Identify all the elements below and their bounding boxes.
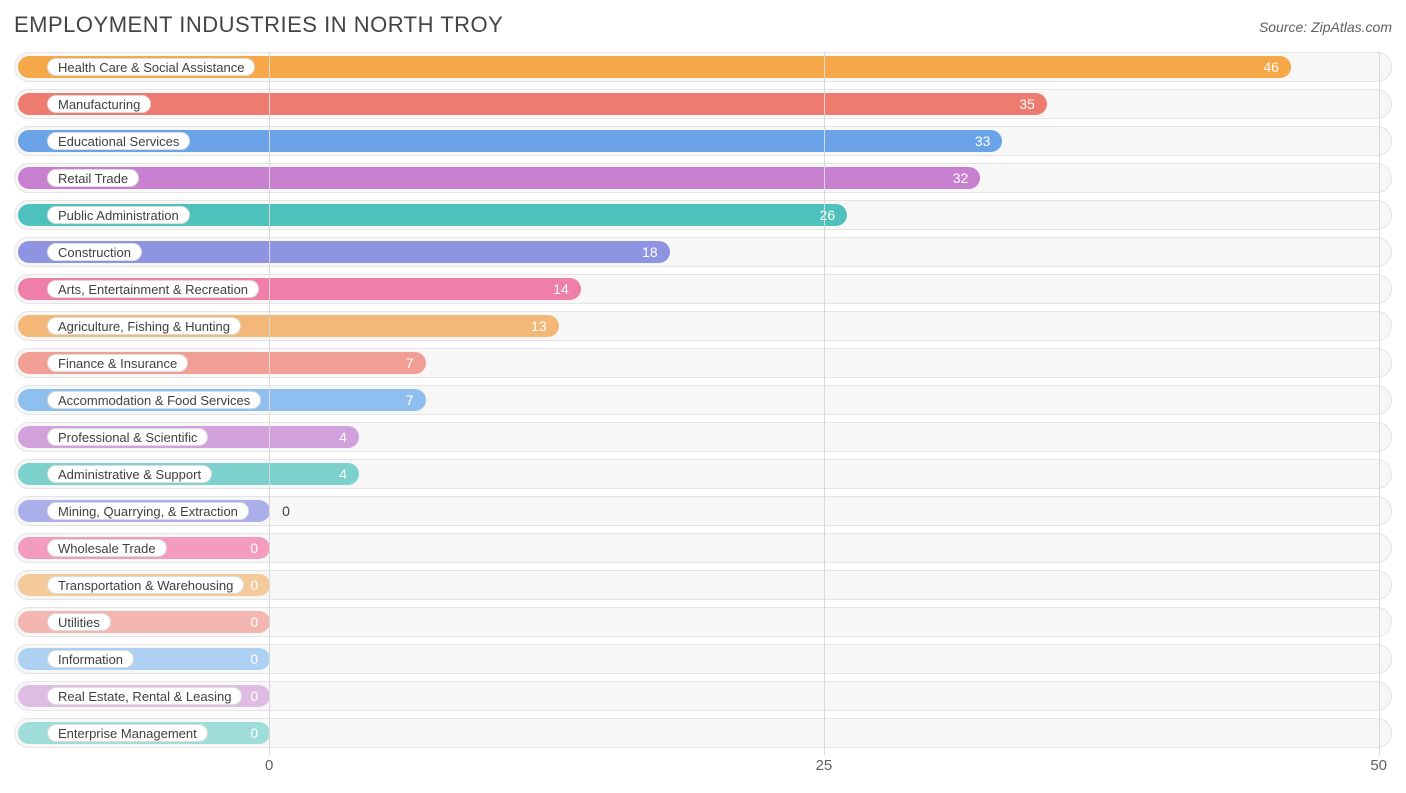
x-tick: 50 <box>1370 757 1387 774</box>
category-label: Utilities <box>47 613 111 631</box>
category-label: Retail Trade <box>47 169 139 187</box>
value-label: 46 <box>1263 53 1279 81</box>
category-label: Arts, Entertainment & Recreation <box>47 280 259 298</box>
category-label: Real Estate, Rental & Leasing <box>47 687 242 705</box>
x-tick: 25 <box>816 757 833 774</box>
value-label: 35 <box>1019 90 1035 118</box>
bar-track: Mining, Quarrying, & Extraction 0 <box>14 496 1392 526</box>
value-label: 4 <box>339 460 347 488</box>
category-label: Professional & Scientific <box>47 428 208 446</box>
category-label: Wholesale Trade <box>47 539 167 557</box>
bar-track: Agriculture, Fishing & Hunting 13 <box>14 311 1392 341</box>
chart-header: EMPLOYMENT INDUSTRIES IN NORTH TROY Sour… <box>14 12 1392 38</box>
chart-source: Source: ZipAtlas.com <box>1259 19 1392 35</box>
bar-track: Real Estate, Rental & Leasing 0 <box>14 681 1392 711</box>
bar-track: Public Administration 26 <box>14 200 1392 230</box>
bar-track: Enterprise Management 0 <box>14 718 1392 748</box>
value-label: 0 <box>250 608 258 636</box>
value-label: 0 <box>250 571 258 599</box>
bar-track: Information 0 <box>14 644 1392 674</box>
value-label: 33 <box>975 127 991 155</box>
x-axis: 0 25 50 <box>14 755 1392 781</box>
value-label: 32 <box>953 164 969 192</box>
category-label: Educational Services <box>47 132 190 150</box>
value-label: 4 <box>339 423 347 451</box>
x-tick: 0 <box>265 757 273 774</box>
gridline <box>269 52 270 755</box>
value-label: 14 <box>553 275 569 303</box>
bar-track: Health Care & Social Assistance 46 <box>14 52 1392 82</box>
value-label: 13 <box>531 312 547 340</box>
bar-fill <box>18 167 980 189</box>
category-label: Manufacturing <box>47 95 151 113</box>
gridline <box>1379 52 1380 755</box>
bar-track: Construction 18 <box>14 237 1392 267</box>
category-label: Construction <box>47 243 142 261</box>
value-label: 0 <box>250 682 258 710</box>
value-label: 26 <box>820 201 836 229</box>
value-label: 7 <box>406 386 414 414</box>
category-label: Transportation & Warehousing <box>47 576 244 594</box>
bar-track: Educational Services 33 <box>14 126 1392 156</box>
bar-track: Arts, Entertainment & Recreation 14 <box>14 274 1392 304</box>
category-label: Mining, Quarrying, & Extraction <box>47 502 249 520</box>
bar-track: Finance & Insurance 7 <box>14 348 1392 378</box>
bar-track: Utilities 0 <box>14 607 1392 637</box>
category-label: Accommodation & Food Services <box>47 391 261 409</box>
category-label: Enterprise Management <box>47 724 208 742</box>
value-label: 7 <box>406 349 414 377</box>
bar-track: Professional & Scientific 4 <box>14 422 1392 452</box>
category-label: Agriculture, Fishing & Hunting <box>47 317 241 335</box>
category-label: Information <box>47 650 134 668</box>
bar-track: Wholesale Trade 0 <box>14 533 1392 563</box>
bar-track: Transportation & Warehousing 0 <box>14 570 1392 600</box>
category-label: Health Care & Social Assistance <box>47 58 255 76</box>
bar-track: Manufacturing 35 <box>14 89 1392 119</box>
value-label: 0 <box>282 497 290 525</box>
bar-track: Accommodation & Food Services 7 <box>14 385 1392 415</box>
bar-track: Administrative & Support 4 <box>14 459 1392 489</box>
value-label: 0 <box>250 645 258 673</box>
bar-fill <box>18 93 1047 115</box>
value-label: 0 <box>250 719 258 747</box>
value-label: 0 <box>250 534 258 562</box>
chart-title: EMPLOYMENT INDUSTRIES IN NORTH TROY <box>14 12 503 38</box>
category-label: Public Administration <box>47 206 190 224</box>
chart-area: Health Care & Social Assistance 46 Manufac… <box>14 52 1392 781</box>
bar-track: Retail Trade 32 <box>14 163 1392 193</box>
value-label: 18 <box>642 238 658 266</box>
bar-rows: Health Care & Social Assistance 46 Manufac… <box>14 52 1392 748</box>
category-label: Finance & Insurance <box>47 354 188 372</box>
gridline <box>824 52 825 755</box>
category-label: Administrative & Support <box>47 465 212 483</box>
